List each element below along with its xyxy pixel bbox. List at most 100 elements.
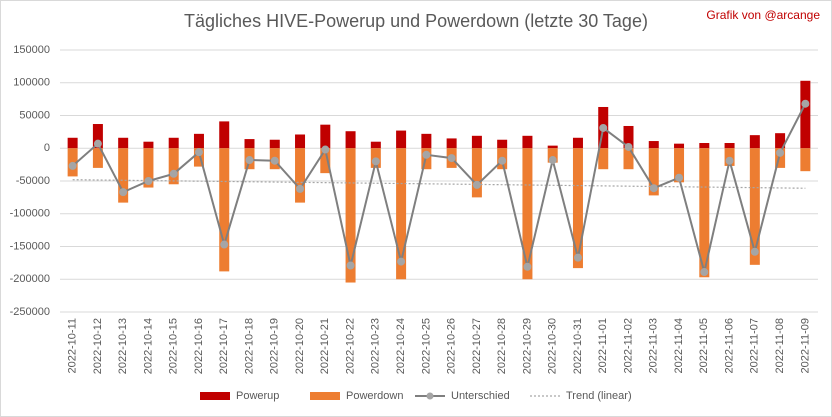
difference-marker — [169, 169, 178, 178]
bar — [143, 141, 154, 149]
x-tick-label: 2022-10-13 — [117, 318, 129, 374]
bar — [522, 148, 533, 280]
difference-marker — [346, 261, 355, 270]
difference-line — [71, 103, 807, 273]
x-tick-label: 2022-10-27 — [471, 318, 483, 374]
bar — [775, 133, 786, 149]
difference-marker — [776, 148, 785, 157]
bar — [320, 124, 331, 149]
difference-marker — [700, 268, 709, 277]
difference-marker — [624, 142, 633, 151]
legend-label: Trend (linear) — [566, 390, 632, 402]
x-tick-label: 2022-10-12 — [92, 318, 104, 374]
x-tick-label: 2022-10-19 — [269, 318, 281, 374]
difference-marker — [397, 257, 406, 266]
x-tick-label: 2022-10-15 — [168, 318, 180, 374]
bar — [724, 143, 735, 149]
legend-swatch — [200, 392, 230, 400]
bar — [396, 148, 407, 280]
difference-marker — [296, 184, 305, 193]
bar — [749, 135, 760, 149]
bar — [674, 143, 685, 149]
y-tick-label: -150000 — [10, 240, 50, 252]
difference-marker — [371, 157, 380, 166]
bar — [67, 137, 78, 149]
bar — [143, 148, 154, 188]
legend-label: Unterschied — [451, 390, 510, 402]
y-tick-label: 100000 — [13, 77, 50, 89]
difference-marker — [599, 123, 608, 132]
bar — [800, 80, 811, 149]
x-tick-label: 2022-10-31 — [572, 318, 584, 374]
bar — [92, 124, 103, 149]
difference-marker — [472, 180, 481, 189]
difference-marker — [649, 184, 658, 193]
x-tick-label: 2022-10-26 — [446, 318, 458, 374]
difference-marker — [422, 150, 431, 159]
difference-marker — [750, 247, 759, 256]
x-tick-label: 2022-10-30 — [547, 318, 559, 374]
bar — [471, 135, 482, 149]
y-tick-label: 50000 — [19, 109, 50, 121]
difference-marker — [270, 156, 279, 165]
legend-marker — [426, 392, 434, 400]
legend-label: Powerdown — [346, 390, 403, 402]
bar — [193, 133, 204, 149]
x-tick-label: 2022-11-05 — [698, 318, 710, 373]
difference-marker — [220, 240, 229, 249]
difference-marker — [447, 154, 456, 163]
legend-label: Powerup — [236, 390, 279, 402]
difference-marker — [498, 156, 507, 165]
x-tick-label: 2022-11-09 — [799, 318, 811, 373]
bar — [674, 148, 685, 183]
bar — [269, 139, 280, 149]
bar — [92, 148, 103, 168]
x-tick-label: 2022-11-08 — [774, 318, 786, 373]
y-tick-label: 0 — [44, 142, 50, 154]
difference-marker — [68, 161, 77, 170]
y-tick-label: 150000 — [13, 44, 50, 56]
bar — [623, 125, 634, 149]
bar — [168, 137, 179, 149]
x-tick-label: 2022-10-25 — [420, 318, 432, 374]
difference-marker — [321, 145, 330, 154]
bar — [699, 143, 710, 149]
difference-marker — [725, 156, 734, 165]
bar — [295, 148, 306, 203]
bar — [648, 141, 659, 149]
bar — [699, 148, 710, 278]
x-tick-label: 2022-10-22 — [344, 318, 356, 374]
difference-marker — [548, 156, 557, 165]
legend-swatch — [310, 392, 340, 400]
difference-marker — [573, 253, 582, 262]
bar — [749, 148, 760, 265]
bar — [244, 139, 255, 149]
bar — [219, 121, 230, 149]
bar — [648, 148, 659, 196]
bar — [775, 148, 786, 168]
x-tick-label: 2022-10-21 — [319, 318, 331, 374]
bar — [421, 133, 432, 149]
difference-marker — [194, 148, 203, 157]
x-tick-label: 2022-10-23 — [370, 318, 382, 374]
y-tick-label: -100000 — [10, 208, 50, 220]
x-tick-label: 2022-11-02 — [622, 318, 634, 373]
difference-marker — [801, 99, 810, 108]
bar — [118, 148, 129, 203]
difference-marker — [245, 156, 254, 165]
bar — [219, 148, 230, 272]
x-tick-label: 2022-10-20 — [294, 318, 306, 374]
x-tick-label: 2022-10-14 — [142, 318, 154, 374]
bar — [572, 137, 583, 149]
bar — [623, 148, 634, 170]
bar — [572, 148, 583, 269]
bar — [446, 138, 457, 149]
bar — [168, 148, 179, 185]
bar — [800, 148, 811, 172]
bar — [522, 135, 533, 149]
x-tick-label: 2022-10-24 — [395, 318, 407, 374]
bar — [193, 148, 204, 167]
bar — [598, 148, 609, 170]
bar — [471, 148, 482, 198]
